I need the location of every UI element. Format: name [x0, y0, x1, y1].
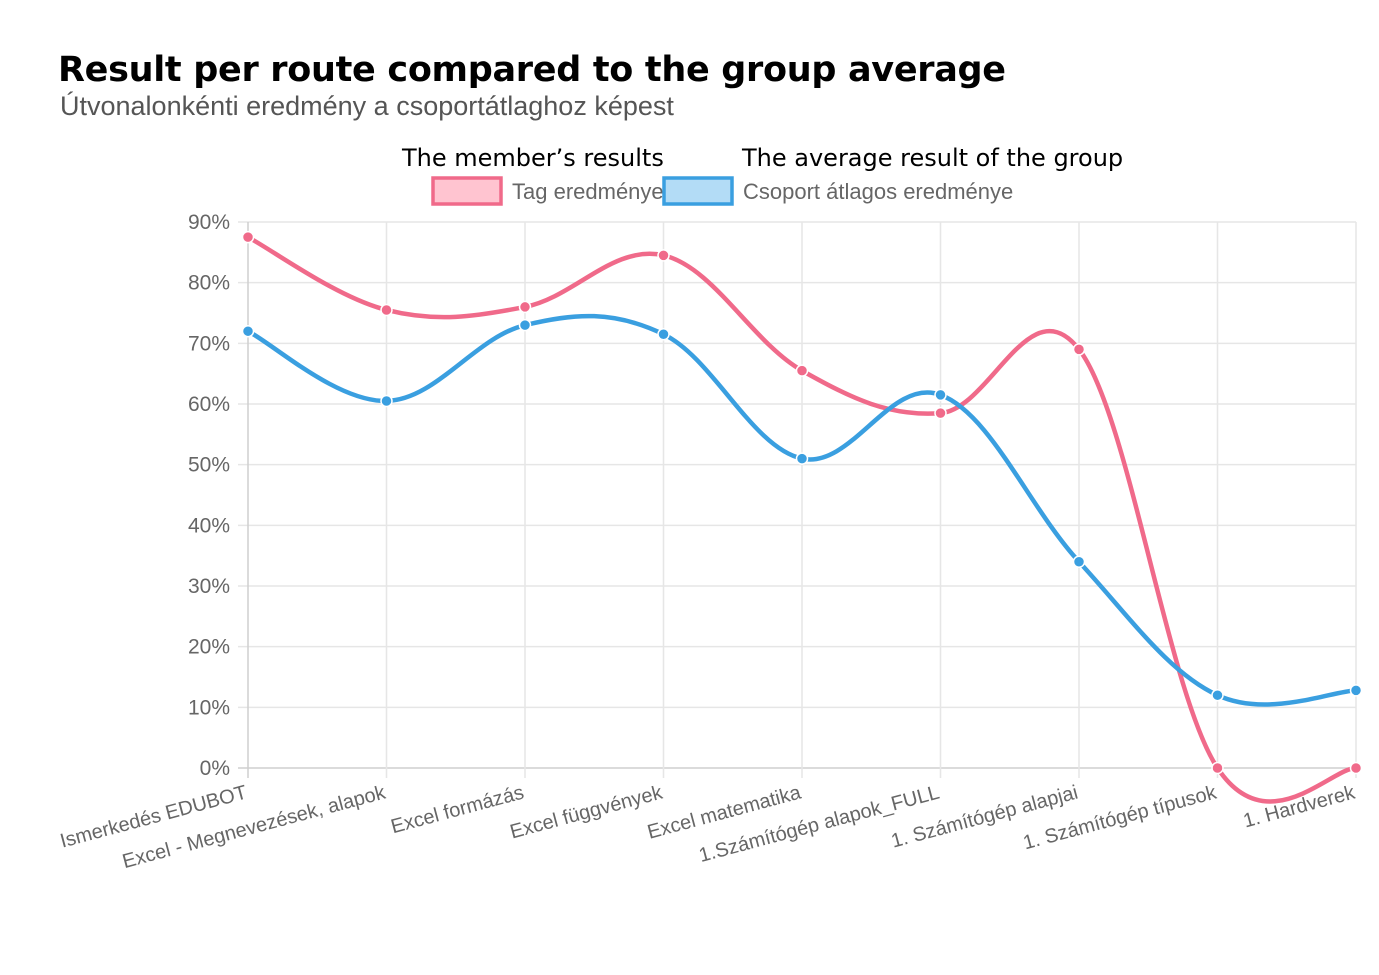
data-point-group [1349, 684, 1363, 697]
page-subtitle: Útvonalonkénti eredmény a csoportátlagho… [60, 91, 674, 121]
y-tick-label: 10% [188, 696, 230, 719]
data-point-member [1349, 761, 1363, 775]
legend-swatch-member [431, 176, 503, 206]
data-point-member [380, 303, 393, 317]
legend-label-group: Csoport átlagos eredménye [743, 179, 1013, 204]
series-line-group [245, 313, 1359, 707]
y-tick-label: 70% [188, 332, 230, 355]
y-tick-label: 0% [200, 757, 230, 780]
data-point-member [934, 406, 947, 420]
data-point-group [1211, 688, 1224, 702]
x-tick-label: 1.Számítógép alapok_FULL [697, 782, 942, 867]
y-tick-label: 30% [188, 575, 230, 598]
y-axis-ticks: 0% 10% 20% 30% 40% 50% 60% 70% 80% 90% [188, 211, 230, 780]
chart-grid [238, 221, 1357, 778]
data-point-member [795, 364, 809, 377]
y-tick-label: 50% [188, 454, 230, 477]
data-point-member [657, 249, 670, 262]
data-point-group [241, 324, 255, 338]
data-point-member [518, 300, 532, 314]
x-tick-label: 1. Hardverek [1241, 781, 1358, 832]
data-point-group [657, 327, 670, 341]
y-tick-label: 80% [188, 272, 230, 295]
data-point-member [1211, 761, 1224, 775]
data-point-group [1072, 555, 1086, 568]
page-title: Result per route compared to the group a… [58, 50, 1006, 90]
data-point-member [1072, 343, 1086, 356]
data-point-member [241, 230, 255, 244]
data-point-group [518, 318, 532, 332]
legend-swatch-group [662, 176, 734, 206]
y-tick-label: 20% [188, 636, 230, 659]
y-tick-label: 90% [188, 211, 230, 234]
y-tick-label: 40% [188, 514, 230, 537]
x-tick-label: Excel - Megnevezések, alapok [120, 781, 389, 873]
legend-label-member: Tag eredménye [512, 179, 664, 204]
series-line-member [245, 234, 1359, 804]
data-point-group [795, 452, 809, 465]
y-tick-label: 60% [188, 393, 230, 416]
data-point-group [934, 388, 947, 402]
data-point-group [380, 394, 393, 408]
chart-legend: Tag eredménye Csoport átlagos eredménye [431, 176, 1013, 206]
legend-caption-member: The member’s results [402, 144, 664, 172]
legend-caption-group: The average result of the group [742, 144, 1124, 172]
chart-series [241, 230, 1363, 804]
x-tick-label: Excel formázás [389, 782, 527, 839]
x-tick-label: Excel függvények [508, 781, 666, 843]
